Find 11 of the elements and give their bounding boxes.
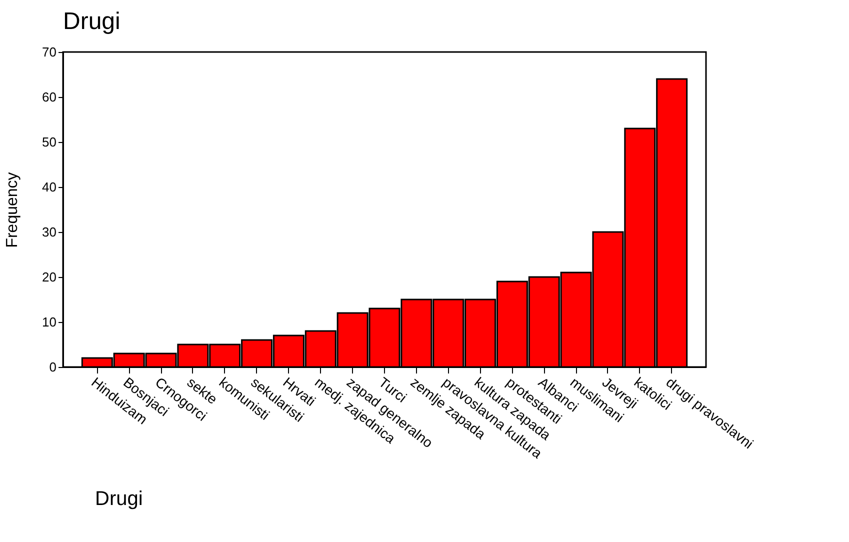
- y-tick-label: 70: [42, 44, 56, 60]
- y-tick-label: 50: [42, 134, 56, 150]
- y-tick-label: 40: [42, 180, 56, 194]
- text: Drugi: [95, 488, 143, 511]
- y-tick-label: 20: [42, 270, 56, 284]
- y-axis-title: Frequency: [4, 172, 22, 248]
- y-tick-label: 30: [42, 224, 56, 240]
- y-tick-label: 0: [49, 360, 56, 374]
- chart-title: Drugi: [63, 8, 120, 35]
- y-tick-label: 60: [42, 90, 56, 104]
- y-tick-label: 10: [42, 314, 56, 330]
